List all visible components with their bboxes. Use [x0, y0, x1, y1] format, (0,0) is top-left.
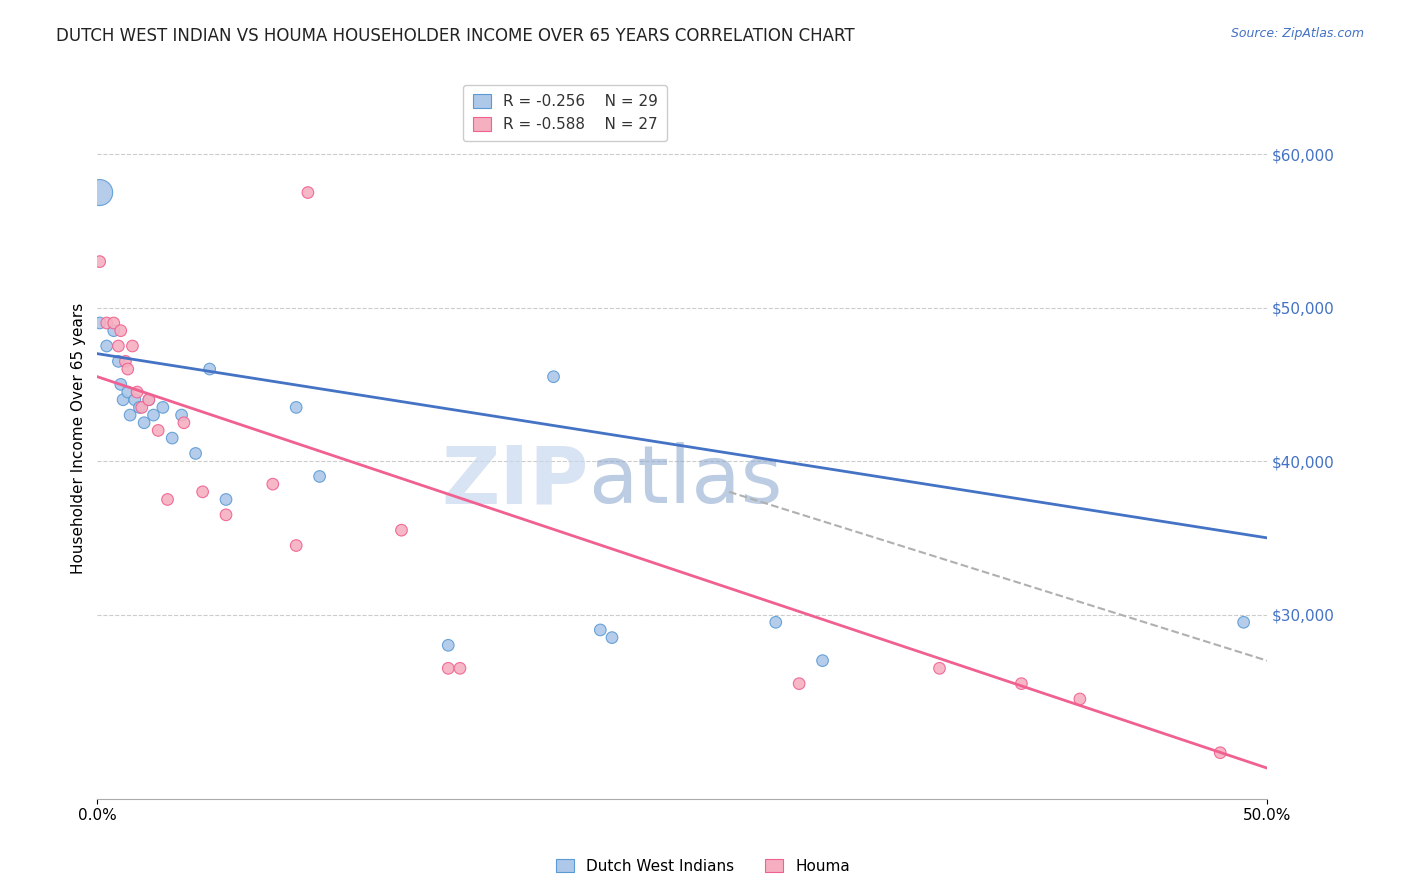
Point — [262, 477, 284, 491]
Point — [589, 623, 612, 637]
Point — [1069, 692, 1091, 706]
Point — [107, 339, 129, 353]
Point — [89, 254, 111, 268]
Point — [437, 638, 460, 652]
Point — [215, 508, 238, 522]
Point — [1209, 746, 1232, 760]
Point — [134, 416, 156, 430]
Point — [928, 661, 950, 675]
Point — [146, 424, 169, 438]
Point — [1010, 676, 1032, 690]
Point — [138, 392, 160, 407]
Point — [1233, 615, 1256, 630]
Point — [127, 385, 149, 400]
Point — [285, 401, 308, 415]
Point — [120, 408, 142, 422]
Point — [543, 369, 565, 384]
Point — [198, 362, 221, 376]
Legend: Dutch West Indians, Houma: Dutch West Indians, Houma — [550, 853, 856, 880]
Point — [89, 186, 111, 200]
Point — [103, 316, 125, 330]
Point — [391, 523, 413, 537]
Point — [121, 339, 143, 353]
Point — [765, 615, 787, 630]
Point — [138, 392, 160, 407]
Point — [117, 362, 139, 376]
Point — [191, 484, 214, 499]
Point — [89, 316, 111, 330]
Point — [107, 354, 129, 368]
Point — [215, 492, 238, 507]
Point — [308, 469, 330, 483]
Point — [449, 661, 471, 675]
Point — [103, 324, 125, 338]
Text: DUTCH WEST INDIAN VS HOUMA HOUSEHOLDER INCOME OVER 65 YEARS CORRELATION CHART: DUTCH WEST INDIAN VS HOUMA HOUSEHOLDER I… — [56, 27, 855, 45]
Point — [131, 401, 153, 415]
Text: Source: ZipAtlas.com: Source: ZipAtlas.com — [1230, 27, 1364, 40]
Point — [600, 631, 623, 645]
Point — [152, 401, 174, 415]
Point — [787, 676, 810, 690]
Point — [110, 377, 132, 392]
Point — [110, 324, 132, 338]
Point — [112, 392, 135, 407]
Point — [124, 392, 146, 407]
Point — [117, 385, 139, 400]
Point — [173, 416, 195, 430]
Point — [297, 186, 319, 200]
Point — [96, 339, 118, 353]
Point — [128, 401, 150, 415]
Point — [811, 654, 834, 668]
Point — [437, 661, 460, 675]
Point — [142, 408, 165, 422]
Point — [160, 431, 183, 445]
Point — [285, 539, 308, 553]
Point — [170, 408, 193, 422]
Text: atlas: atlas — [589, 442, 783, 520]
Text: ZIP: ZIP — [441, 442, 589, 520]
Y-axis label: Householder Income Over 65 years: Householder Income Over 65 years — [72, 302, 86, 574]
Legend: R = -0.256    N = 29, R = -0.588    N = 27: R = -0.256 N = 29, R = -0.588 N = 27 — [464, 85, 666, 141]
Point — [96, 316, 118, 330]
Point — [156, 492, 179, 507]
Point — [184, 446, 207, 460]
Point — [114, 354, 136, 368]
